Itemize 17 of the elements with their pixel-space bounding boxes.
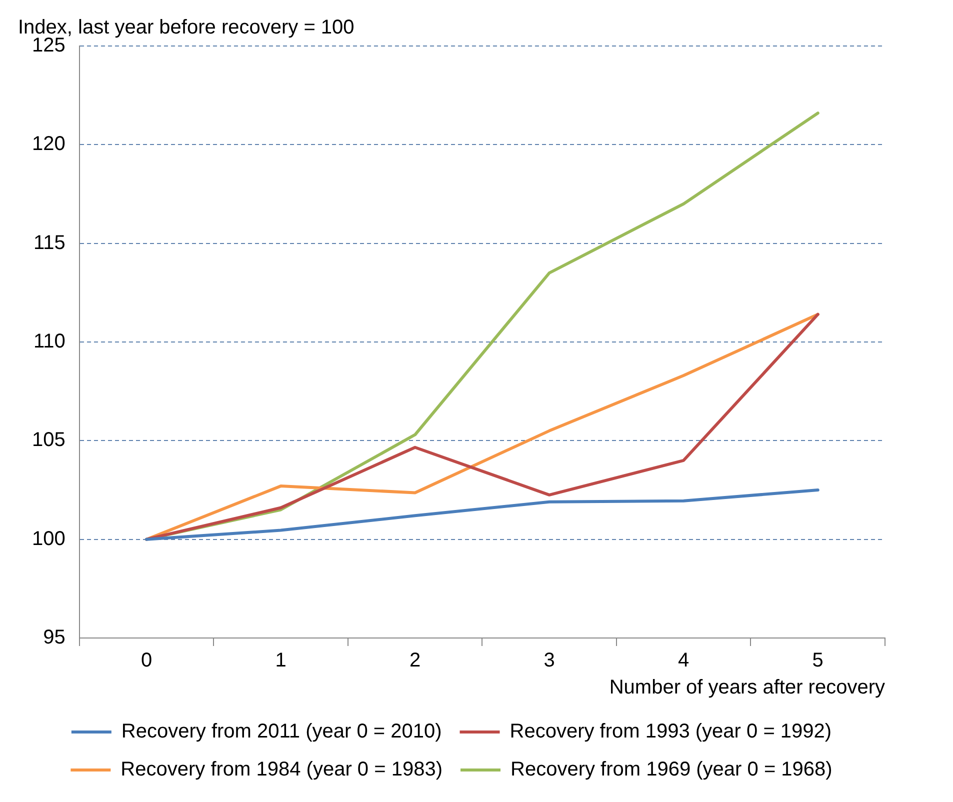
- legend-label: Recovery from 1993 (year 0 = 1992): [510, 720, 832, 743]
- y-tick-label: 115: [33, 232, 66, 254]
- legend-label: Recovery from 2011 (year 0 = 2010): [121, 720, 442, 743]
- x-tick-label: 0: [140, 650, 152, 672]
- x-axis-title: Number of years after recovery: [609, 676, 885, 699]
- y-tick-label: 105: [32, 429, 66, 452]
- x-tick-label: 2: [409, 650, 421, 672]
- x-tick-label: 3: [544, 650, 555, 672]
- legend-label: Recovery from 1984 (year 0 = 1983): [120, 758, 442, 781]
- y-tick-label: 95: [43, 626, 66, 649]
- y-tick-label: 110: [33, 330, 66, 353]
- x-tick-label: 1: [275, 650, 286, 672]
- y-tick-label: 120: [32, 133, 66, 156]
- legend-label: Recovery from 1969 (year 0 = 1968): [510, 758, 832, 781]
- y-tick-label: 100: [32, 528, 66, 550]
- x-tick-label: 5: [812, 650, 824, 672]
- x-tick-label: 4: [678, 650, 690, 672]
